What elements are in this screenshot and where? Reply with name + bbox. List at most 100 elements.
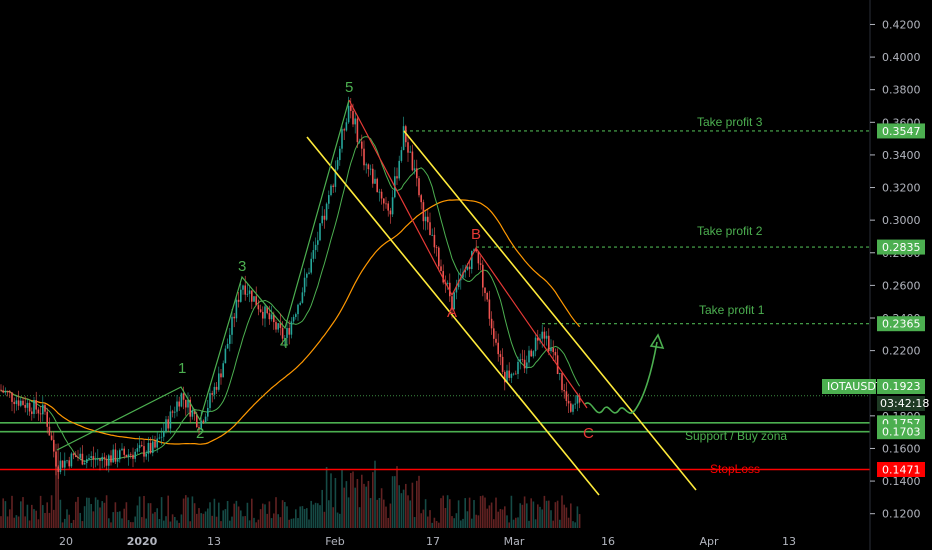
candle-body [567, 400, 570, 404]
volume-bar [134, 516, 136, 528]
countdown-tag [877, 396, 925, 411]
symbol-tag [822, 379, 876, 394]
volume-bar [471, 518, 473, 528]
candle-body [372, 168, 374, 184]
candle-body [453, 292, 455, 310]
volume-bar [127, 520, 130, 528]
candle-body [94, 459, 97, 461]
candle-body [176, 401, 178, 412]
candle-body [378, 191, 381, 193]
candle-body [83, 462, 86, 465]
y-tick-label: 0.2200 [882, 345, 921, 358]
candle-body [561, 373, 563, 390]
candle-body [103, 456, 106, 459]
volume-bar [512, 519, 515, 528]
candle-body [475, 249, 477, 252]
candle-body [455, 287, 458, 293]
volume-bar [433, 517, 436, 528]
candle-body [229, 334, 231, 344]
candle-body [105, 458, 108, 466]
candle-body [343, 129, 345, 131]
candle-body [53, 439, 55, 452]
candle-body [182, 393, 185, 400]
candle-body [578, 395, 581, 403]
take-profit-2-label: Take profit 2 [697, 224, 763, 238]
wave-label-b: B [471, 226, 481, 243]
candle-body [55, 451, 57, 467]
volume-bar [548, 500, 550, 528]
volume-bar [193, 503, 196, 528]
candle-body [119, 450, 121, 460]
candle-body [2, 390, 4, 393]
candle-body [213, 386, 216, 395]
candle-body [314, 244, 317, 251]
candle-body [180, 393, 183, 407]
candle-body [174, 411, 176, 413]
candle-body [325, 203, 328, 220]
volume-bar [292, 518, 295, 528]
candle-body [323, 215, 326, 220]
volume-bar [187, 497, 189, 528]
candle-body [301, 292, 304, 303]
volume-bar [391, 476, 394, 528]
volume-bar [125, 502, 128, 528]
candle-body [152, 441, 154, 453]
volume-bar [554, 502, 557, 528]
candle-body [112, 449, 114, 463]
volume-bar [79, 512, 81, 528]
volume-bar [207, 508, 209, 528]
candle-body [226, 343, 229, 349]
candle-body [385, 203, 387, 205]
candle-body [521, 359, 524, 361]
candle-body [171, 411, 174, 413]
y-tick-label: 0.1600 [882, 442, 921, 455]
volume-bar [248, 520, 251, 528]
volume-bar [176, 520, 178, 528]
candle-body [367, 164, 370, 170]
candle-body [42, 404, 44, 415]
volume-bar [156, 508, 158, 528]
candle-body [416, 168, 418, 179]
volume-bar [273, 513, 275, 528]
volume-bar [64, 518, 66, 528]
volume-bar [174, 516, 176, 528]
candle-body [286, 328, 288, 338]
volume-bar [449, 499, 451, 528]
volume-bar [532, 501, 535, 528]
candle-body [281, 327, 284, 339]
volume-bar [444, 507, 447, 528]
correction-line [348, 99, 588, 409]
candle-body [451, 296, 453, 310]
volume-bar [334, 478, 337, 528]
candle-body [20, 400, 22, 406]
candle-body [246, 293, 249, 295]
y-tick-label: 0.2600 [882, 279, 921, 292]
volume-bar [541, 509, 543, 528]
candle-body [253, 296, 255, 302]
volume-bar [431, 522, 433, 528]
candle-body [552, 347, 554, 352]
candle-body [9, 391, 11, 393]
volume-bar [198, 508, 200, 528]
volume-bar [59, 499, 62, 528]
volume-bar [39, 495, 42, 528]
volume-bar [130, 522, 132, 528]
volume-bar [13, 517, 15, 528]
volume-bar [341, 469, 343, 528]
candle-body [149, 442, 152, 453]
candle-body [145, 453, 147, 457]
candle-body [165, 419, 167, 432]
candle-body [468, 266, 471, 269]
volume-bar [418, 475, 420, 528]
candle-body [446, 282, 449, 284]
volume-bar [229, 520, 231, 528]
volume-bar [345, 481, 348, 528]
volume-bar [490, 502, 493, 528]
volume-bar [141, 517, 143, 528]
volume-bar [37, 519, 40, 528]
take-profit-3-price-tag [877, 123, 925, 139]
volume-bar [163, 520, 165, 528]
candle-body [442, 271, 444, 283]
